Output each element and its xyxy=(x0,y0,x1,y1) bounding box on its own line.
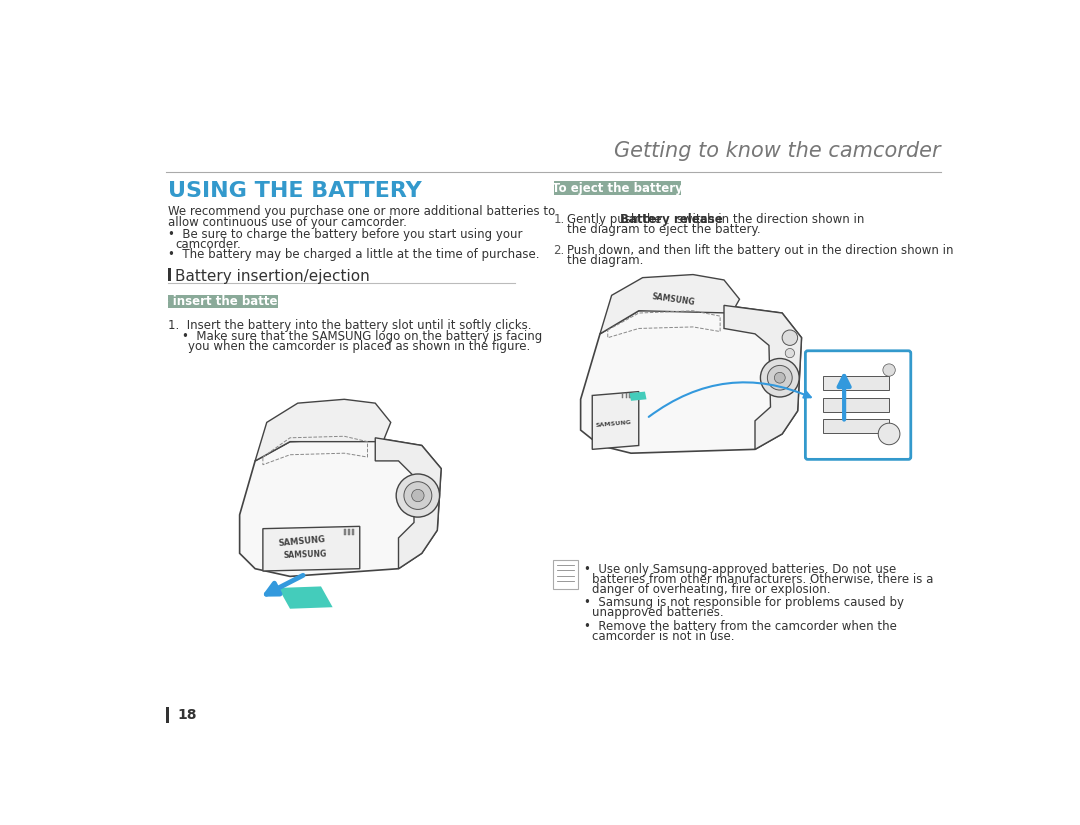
Polygon shape xyxy=(279,587,333,609)
Bar xyxy=(625,394,627,398)
Text: unapproved batteries.: unapproved batteries. xyxy=(592,606,724,620)
Circle shape xyxy=(878,423,900,445)
Bar xyxy=(345,529,346,535)
Text: Gently push the: Gently push the xyxy=(567,213,666,226)
Text: 1.: 1. xyxy=(554,213,565,226)
Text: 18: 18 xyxy=(177,708,198,722)
Text: •  Remove the battery from the camcorder when the: • Remove the battery from the camcorder … xyxy=(584,620,897,633)
Bar xyxy=(823,376,889,390)
Circle shape xyxy=(760,359,799,397)
Text: camcorder is not in use.: camcorder is not in use. xyxy=(592,629,734,643)
Text: •  Make sure that the SAMSUNG logo on the battery is facing: • Make sure that the SAMSUNG logo on the… xyxy=(181,330,542,343)
Polygon shape xyxy=(262,526,360,571)
Text: To insert the battery: To insert the battery xyxy=(154,295,292,308)
Polygon shape xyxy=(630,392,647,401)
Bar xyxy=(167,268,171,281)
Text: SAMSUNG: SAMSUNG xyxy=(595,420,632,428)
Circle shape xyxy=(396,474,440,517)
Bar xyxy=(630,394,631,398)
Text: We recommend you purchase one or more additional batteries to: We recommend you purchase one or more ad… xyxy=(167,205,555,219)
Circle shape xyxy=(768,365,793,390)
Text: Push down, and then lift the battery out in the direction shown in: Push down, and then lift the battery out… xyxy=(567,243,954,257)
Circle shape xyxy=(882,364,895,376)
Text: •  Samsung is not responsible for problems caused by: • Samsung is not responsible for problem… xyxy=(584,596,905,610)
Text: danger of overheating, fire or explosion.: danger of overheating, fire or explosion… xyxy=(592,582,831,596)
FancyBboxPatch shape xyxy=(553,560,578,590)
Text: SAMSUNG: SAMSUNG xyxy=(284,549,327,560)
Text: •  Use only Samsung-approved batteries. Do not use: • Use only Samsung-approved batteries. D… xyxy=(584,563,896,576)
Polygon shape xyxy=(375,438,441,568)
Circle shape xyxy=(782,330,798,346)
Text: •  The battery may be charged a little at the time of purchase.: • The battery may be charged a little at… xyxy=(167,248,539,262)
Bar xyxy=(554,182,681,196)
Polygon shape xyxy=(600,275,740,334)
Text: switch in the direction shown in: switch in the direction shown in xyxy=(673,213,864,226)
Text: SAMSUNG: SAMSUNG xyxy=(651,292,696,307)
Polygon shape xyxy=(581,305,801,453)
Polygon shape xyxy=(724,305,801,450)
Text: Battery insertion/ejection: Battery insertion/ejection xyxy=(175,269,369,284)
Text: Battery release: Battery release xyxy=(620,213,723,226)
Text: the diagram to eject the battery.: the diagram to eject the battery. xyxy=(567,223,761,236)
Bar xyxy=(348,529,350,535)
Text: the diagram.: the diagram. xyxy=(567,254,644,266)
Circle shape xyxy=(411,489,424,502)
Text: camcorder.: camcorder. xyxy=(175,238,241,252)
Text: To eject the battery: To eject the battery xyxy=(552,182,683,195)
Text: USING THE BATTERY: USING THE BATTERY xyxy=(167,182,421,201)
Text: 2.: 2. xyxy=(554,243,565,257)
Circle shape xyxy=(785,348,795,358)
Bar xyxy=(167,295,279,309)
Text: batteries from other manufacturers. Otherwise, there is a: batteries from other manufacturers. Othe… xyxy=(592,573,933,586)
Text: you when the camcorder is placed as shown in the figure.: you when the camcorder is placed as show… xyxy=(189,340,530,353)
Polygon shape xyxy=(592,392,638,450)
Text: •  Be sure to charge the battery before you start using your: • Be sure to charge the battery before y… xyxy=(167,229,522,242)
Bar xyxy=(823,419,889,433)
Text: allow continuous use of your camcorder.: allow continuous use of your camcorder. xyxy=(167,216,406,229)
Bar xyxy=(352,529,353,535)
Text: 1.  Insert the battery into the battery slot until it softly clicks.: 1. Insert the battery into the battery s… xyxy=(167,319,531,332)
Polygon shape xyxy=(255,399,391,461)
Text: SAMSUNG: SAMSUNG xyxy=(278,535,325,549)
Bar xyxy=(622,394,623,398)
Circle shape xyxy=(404,482,432,509)
Bar xyxy=(823,398,889,412)
Text: Getting to know the camcorder: Getting to know the camcorder xyxy=(615,141,941,162)
Polygon shape xyxy=(240,438,441,577)
Circle shape xyxy=(774,372,785,383)
FancyBboxPatch shape xyxy=(806,351,910,460)
Bar xyxy=(166,707,170,723)
